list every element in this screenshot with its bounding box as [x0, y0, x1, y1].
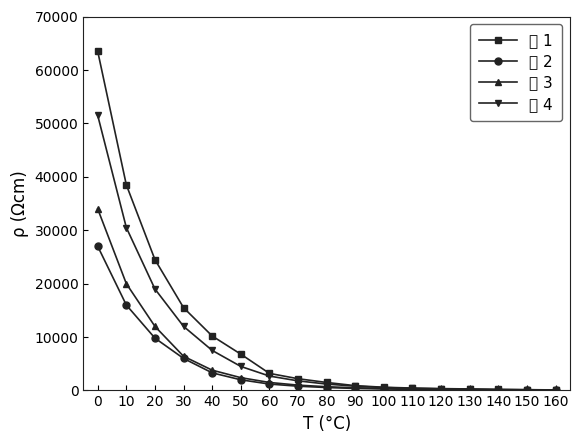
例 3 — [495, 387, 502, 392]
例 3 — [295, 382, 302, 388]
例 4 — [94, 113, 101, 118]
例 3 — [409, 386, 416, 392]
例 3 — [152, 324, 159, 329]
例 4 — [295, 378, 302, 384]
例 2 — [94, 244, 101, 249]
Legend: 例 1, 例 2, 例 3, 例 4: 例 1, 例 2, 例 3, 例 4 — [470, 24, 562, 121]
例 2 — [237, 377, 244, 382]
例 1 — [152, 257, 159, 262]
例 4 — [381, 385, 388, 390]
例 4 — [409, 386, 416, 391]
例 1 — [466, 386, 473, 392]
例 3 — [466, 387, 473, 392]
例 4 — [237, 364, 244, 369]
例 1 — [352, 383, 358, 388]
例 1 — [437, 386, 444, 391]
例 1 — [180, 305, 187, 310]
例 4 — [266, 373, 273, 379]
例 1 — [295, 376, 302, 381]
X-axis label: T (°C): T (°C) — [303, 415, 351, 433]
例 1 — [94, 49, 101, 54]
例 2 — [123, 302, 130, 308]
例 2 — [466, 387, 473, 392]
例 3 — [266, 380, 273, 385]
例 4 — [523, 387, 530, 392]
例 1 — [123, 182, 130, 187]
Y-axis label: ρ (Ωcm): ρ (Ωcm) — [11, 170, 29, 237]
例 2 — [352, 386, 358, 391]
Line: 例 4: 例 4 — [94, 112, 559, 393]
例 1 — [523, 387, 530, 392]
例 2 — [209, 370, 216, 376]
Line: 例 3: 例 3 — [94, 206, 559, 393]
Line: 例 1: 例 1 — [94, 48, 559, 393]
例 2 — [437, 387, 444, 392]
例 4 — [437, 386, 444, 392]
例 1 — [323, 380, 330, 385]
例 2 — [495, 387, 502, 392]
例 4 — [495, 387, 502, 392]
例 2 — [381, 386, 388, 392]
例 4 — [180, 324, 187, 329]
例 1 — [209, 333, 216, 339]
例 3 — [381, 386, 388, 391]
例 2 — [523, 387, 530, 392]
例 1 — [266, 371, 273, 376]
例 3 — [323, 384, 330, 389]
例 3 — [209, 368, 216, 373]
例 1 — [237, 352, 244, 357]
例 3 — [523, 387, 530, 392]
例 2 — [295, 384, 302, 389]
例 3 — [94, 206, 101, 211]
例 4 — [209, 348, 216, 353]
例 3 — [552, 388, 559, 393]
例 2 — [409, 387, 416, 392]
例 2 — [323, 385, 330, 390]
例 3 — [352, 385, 358, 390]
例 4 — [152, 286, 159, 292]
Line: 例 2: 例 2 — [94, 243, 559, 394]
例 1 — [552, 387, 559, 392]
例 2 — [552, 388, 559, 393]
例 2 — [180, 356, 187, 361]
例 4 — [123, 225, 130, 230]
例 1 — [409, 385, 416, 391]
例 4 — [323, 381, 330, 387]
例 3 — [237, 375, 244, 381]
例 3 — [123, 281, 130, 286]
例 1 — [381, 385, 388, 390]
例 4 — [466, 387, 473, 392]
例 2 — [266, 381, 273, 387]
例 3 — [437, 387, 444, 392]
例 3 — [180, 353, 187, 359]
例 4 — [352, 384, 358, 389]
例 2 — [152, 336, 159, 341]
例 1 — [495, 387, 502, 392]
例 4 — [552, 387, 559, 392]
